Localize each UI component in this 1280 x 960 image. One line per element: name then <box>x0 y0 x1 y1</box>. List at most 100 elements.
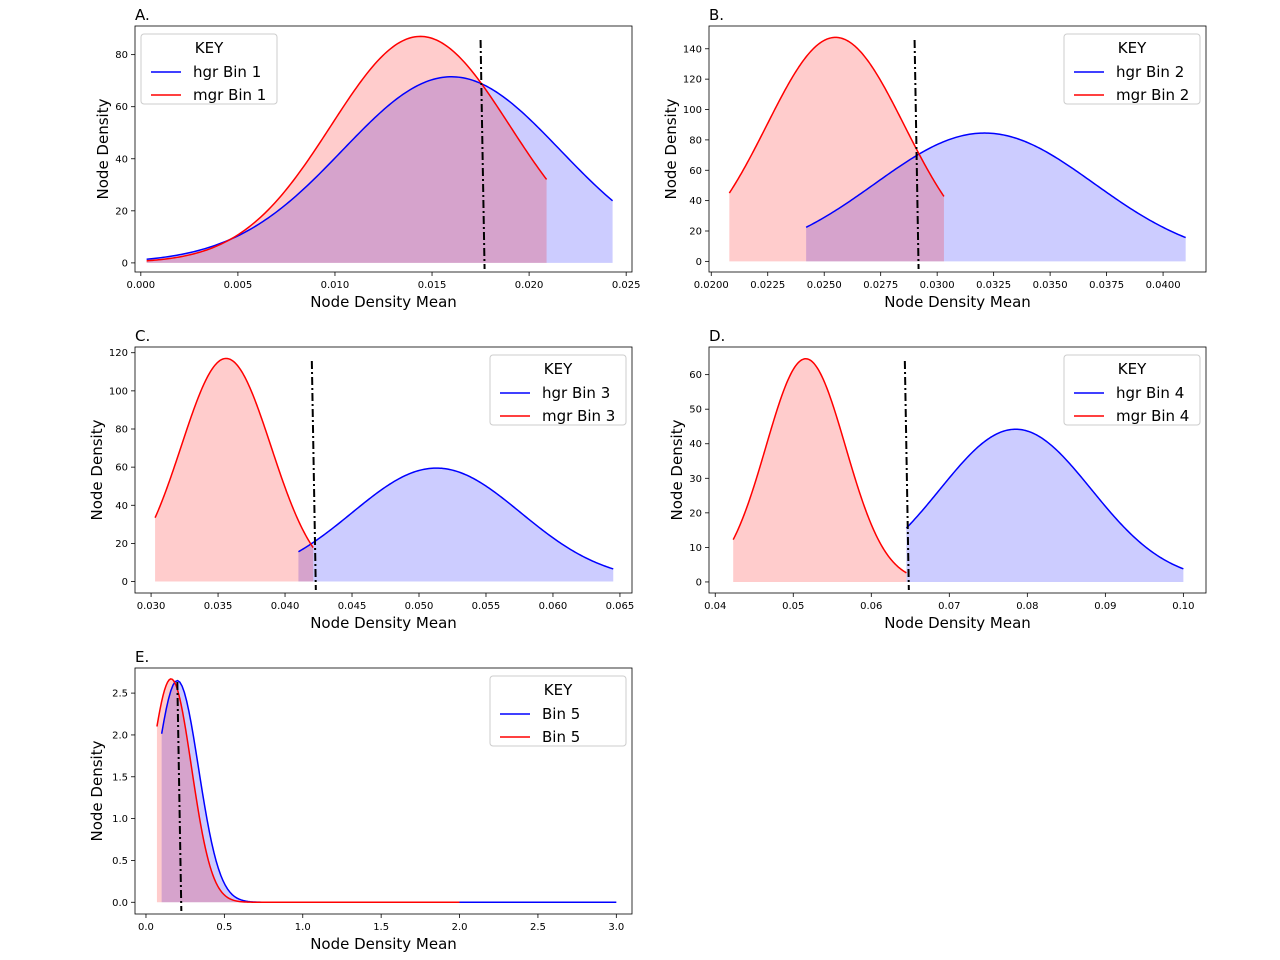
x-axis-label: Node Density Mean <box>310 614 457 632</box>
threshold-line <box>903 360 910 591</box>
legend-entry: mgr Bin 3 <box>542 407 615 425</box>
x-axis-label: Node Density Mean <box>884 293 1031 311</box>
y-tick-label: 20 <box>115 206 128 217</box>
y-tick-label: 80 <box>115 425 128 436</box>
chart-panel-2: 0.0200 0.0225 0.0250 0.0275 0.0300 0.0325 0.03… <box>662 6 1207 311</box>
x-tick-label: 0.0300 <box>920 280 955 291</box>
series-line-1 <box>805 132 1186 239</box>
x-tick-label: 1.5 <box>373 922 389 933</box>
x-tick-label: 0.0275 <box>863 280 898 291</box>
y-tick-label: 0 <box>122 577 128 588</box>
x-tick-label: 0.0325 <box>976 280 1011 291</box>
x-tick-label: 0.5 <box>216 922 232 933</box>
y-tick-label: 100 <box>683 105 702 116</box>
x-tick-label: 0.0250 <box>807 280 842 291</box>
x-tick-label: 0.045 <box>338 601 367 612</box>
plot-area <box>146 35 614 270</box>
y-tick-label: 0 <box>696 577 702 588</box>
y-tick-label: 100 <box>109 386 128 397</box>
x-tick-label: 0.025 <box>612 280 641 291</box>
y-tick-label: 2.0 <box>112 730 128 741</box>
panel-label: B. <box>709 6 724 24</box>
legend-entry: Bin 5 <box>542 728 580 746</box>
legend: KEY Bin 5 Bin 5 <box>489 675 627 747</box>
legend-title: KEY <box>1118 39 1147 57</box>
y-tick-label: 80 <box>689 135 702 146</box>
x-tick-label: 0.0350 <box>1033 280 1068 291</box>
series-fill-2 <box>155 358 314 582</box>
series-fill-2 <box>156 678 460 903</box>
y-tick-label: 120 <box>109 348 128 359</box>
series-line-1 <box>298 467 614 570</box>
chart-panel-4: 0.04 0.05 0.06 0.07 0.08 0.09 0.10 0 10 20 30 40 50 6… <box>668 327 1207 632</box>
legend-box <box>1063 354 1201 426</box>
x-tick-label: 1.0 <box>295 922 311 933</box>
legend-title: KEY <box>544 681 573 699</box>
legend-entry: Bin 5 <box>542 705 580 723</box>
series-line-2 <box>732 357 907 574</box>
x-tick-label: 0.055 <box>472 601 501 612</box>
x-tick-label: 0.005 <box>224 280 253 291</box>
y-tick-label: 120 <box>683 75 702 86</box>
x-tick-label: 2.0 <box>452 922 468 933</box>
plot-area <box>732 357 1184 591</box>
legend-entry: mgr Bin 2 <box>1116 86 1189 104</box>
y-axis-label: Node Density <box>88 740 106 841</box>
y-tick-label: 20 <box>689 508 702 519</box>
x-tick-label: 0.040 <box>271 601 300 612</box>
legend-box <box>489 354 627 426</box>
chart-panel-3: 0.030 0.035 0.040 0.045 0.050 0.055 0.060 0.065… <box>88 327 634 632</box>
series-fill-2 <box>733 358 907 582</box>
y-tick-label: 40 <box>689 196 702 207</box>
legend-entry: hgr Bin 2 <box>1116 63 1184 81</box>
y-tick-label: 50 <box>689 405 702 416</box>
x-tick-label: 0.020 <box>515 280 544 291</box>
series-fill-1 <box>146 76 613 263</box>
x-tick-label: 0.000 <box>127 280 156 291</box>
legend-title: KEY <box>544 360 573 378</box>
legend: KEY hgr Bin 4 mgr Bin 4 <box>1063 354 1201 426</box>
y-axis-label: Node Density <box>88 419 106 520</box>
x-tick-label: 0.05 <box>782 601 804 612</box>
threshold-line <box>176 681 183 912</box>
series-fill-1 <box>806 133 1186 262</box>
y-axis-label: Node Density <box>94 98 112 199</box>
x-tick-label: 0.065 <box>606 601 635 612</box>
y-tick-label: 0.0 <box>112 898 128 909</box>
series-line-2 <box>728 36 945 197</box>
legend-entry: hgr Bin 1 <box>193 63 261 81</box>
y-axis-label: Node Density <box>662 98 680 199</box>
series-line-2 <box>146 35 548 262</box>
y-tick-label: 2.5 <box>112 689 128 700</box>
series-fill-2 <box>729 37 944 262</box>
series-line-1 <box>905 428 1184 570</box>
axes-frame <box>134 25 633 273</box>
x-tick-label: 0.035 <box>204 601 233 612</box>
y-tick-label: 60 <box>689 166 702 177</box>
y-tick-label: 140 <box>683 44 702 55</box>
threshold-line <box>479 39 486 270</box>
x-tick-label: 0.0375 <box>1089 280 1124 291</box>
x-axis-label: Node Density Mean <box>310 293 457 311</box>
x-tick-label: 0.08 <box>1016 601 1038 612</box>
x-tick-label: 0.04 <box>704 601 726 612</box>
legend-title: KEY <box>195 39 224 57</box>
panel-label: A. <box>135 6 150 24</box>
legend-entry: mgr Bin 4 <box>1116 407 1189 425</box>
x-tick-label: 0.030 <box>137 601 166 612</box>
series-fill-1 <box>906 429 1184 582</box>
axes-frame <box>134 667 633 915</box>
threshold-line <box>913 39 920 270</box>
legend: KEY hgr Bin 3 mgr Bin 3 <box>489 354 627 426</box>
legend-entry: hgr Bin 3 <box>542 384 610 402</box>
y-tick-label: 20 <box>689 227 702 238</box>
x-tick-label: 0.060 <box>539 601 568 612</box>
series-fill-1 <box>298 468 614 582</box>
x-tick-label: 0.10 <box>1172 601 1194 612</box>
x-tick-label: 0.0200 <box>694 280 729 291</box>
y-tick-label: 0 <box>122 258 128 269</box>
y-tick-label: 30 <box>689 474 702 485</box>
panel-label: E. <box>135 648 149 666</box>
y-tick-label: 40 <box>115 501 128 512</box>
